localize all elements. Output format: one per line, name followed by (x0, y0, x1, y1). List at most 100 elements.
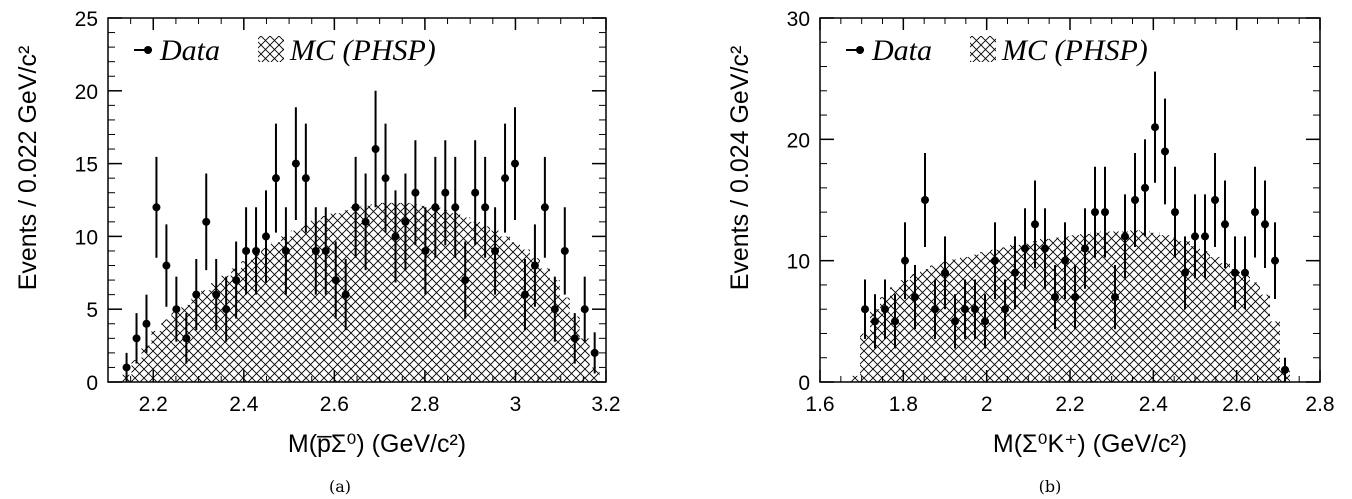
data-point (1251, 166, 1259, 258)
legend-mc-label: MC (PHSP) (1001, 34, 1148, 67)
data-point (351, 156, 360, 258)
data-point (961, 279, 969, 339)
legend-mc-swatch (970, 36, 996, 62)
legend-data-label: Data (871, 34, 932, 67)
x-tick-label: 2.8 (410, 393, 439, 416)
data-point (1001, 279, 1009, 339)
data-point (861, 279, 869, 339)
data-point (570, 313, 579, 364)
data-point (1191, 194, 1199, 279)
x-tick-label: 2.4 (229, 393, 259, 416)
data-point (931, 279, 939, 339)
data-point (132, 313, 141, 364)
data-point (921, 153, 929, 247)
data-point (202, 173, 211, 271)
data-point (481, 156, 490, 258)
data-point (361, 173, 370, 271)
data-point (560, 207, 569, 295)
data-point (471, 140, 480, 246)
legend-data-label: Data (159, 34, 220, 67)
data-point (1091, 166, 1099, 258)
data-point (411, 140, 420, 246)
data-point (1131, 153, 1139, 247)
data-point (981, 294, 989, 349)
data-point (341, 258, 350, 331)
y-axis-title: Events / 0.022 GeV/c² (14, 46, 42, 291)
legend-mc-swatch (258, 36, 284, 62)
data-point (142, 294, 151, 353)
data-point (381, 123, 390, 233)
x-tick-label: 1.6 (805, 393, 834, 416)
data-point (401, 173, 410, 271)
data-point (461, 241, 470, 319)
data-point (1111, 264, 1119, 330)
y-tick-label: 20 (787, 129, 810, 152)
data-point (441, 140, 450, 246)
data-point (941, 236, 949, 310)
data-point (501, 123, 510, 233)
data-point (901, 222, 909, 300)
data-point (1031, 180, 1039, 269)
data-point (1141, 139, 1149, 237)
data-point (182, 313, 191, 364)
data-point (491, 207, 500, 295)
data-point (1201, 194, 1209, 279)
legend-data-marker (144, 46, 152, 54)
data-point (192, 258, 201, 331)
data-point (891, 294, 899, 349)
x-tick-label: 2.4 (1139, 393, 1169, 416)
data-point (1171, 166, 1179, 258)
y-tick-label: 10 (75, 226, 98, 249)
x-tick-label: 2.6 (1222, 393, 1251, 416)
x-tick-label: 1.8 (889, 393, 918, 416)
data-point (1211, 153, 1219, 247)
data-point (1261, 180, 1269, 269)
panel-caption: (b) (1039, 477, 1062, 496)
data-point (331, 241, 340, 319)
data-point (991, 222, 999, 300)
data-point (1081, 208, 1089, 289)
x-tick-label: 2.2 (139, 393, 168, 416)
y-tick-label: 25 (75, 8, 98, 31)
data-point (881, 279, 889, 339)
data-point (1271, 222, 1279, 300)
data-point (301, 123, 310, 233)
x-axis-title: M(p̅Σ⁰) (GeV/c²) (288, 430, 466, 458)
data-point (431, 156, 440, 258)
y-tick-label: 0 (86, 372, 98, 395)
data-point (871, 294, 879, 349)
data-point (1241, 236, 1249, 310)
data-point (271, 123, 280, 233)
y-tick-label: 30 (787, 8, 810, 31)
y-tick-label: 10 (787, 251, 810, 274)
data-point (580, 276, 589, 342)
data-point (391, 190, 400, 283)
data-point (162, 224, 171, 307)
data-point (232, 241, 241, 319)
data-point (530, 224, 539, 307)
data-point (971, 279, 979, 339)
data-point (252, 207, 261, 295)
data-point (1021, 208, 1029, 289)
data-point (222, 276, 231, 342)
y-axis-title: Events / 0.024 GeV/c² (726, 46, 754, 291)
x-tick-label: 3 (510, 393, 522, 416)
data-point (911, 264, 919, 330)
legend-data-marker (856, 46, 864, 54)
data-point (1121, 194, 1129, 279)
mc-phsp-histogram (121, 202, 600, 382)
data-point (1041, 208, 1049, 289)
data-point (1231, 236, 1239, 310)
y-tick-label: 15 (75, 154, 98, 177)
data-point (1181, 236, 1189, 310)
data-point (172, 276, 181, 342)
data-point (1071, 264, 1079, 330)
data-point (262, 190, 271, 283)
y-tick-label: 5 (86, 299, 98, 322)
x-tick-label: 2.6 (320, 393, 349, 416)
data-point (520, 258, 529, 331)
data-point (511, 107, 520, 220)
data-point (291, 107, 300, 220)
chart-a: 2.2 2.4 2.6 2.8 3 3.2 0 5 10 15 20 25 M(p̅Σ⁰) (GeV/c… (14, 8, 621, 496)
